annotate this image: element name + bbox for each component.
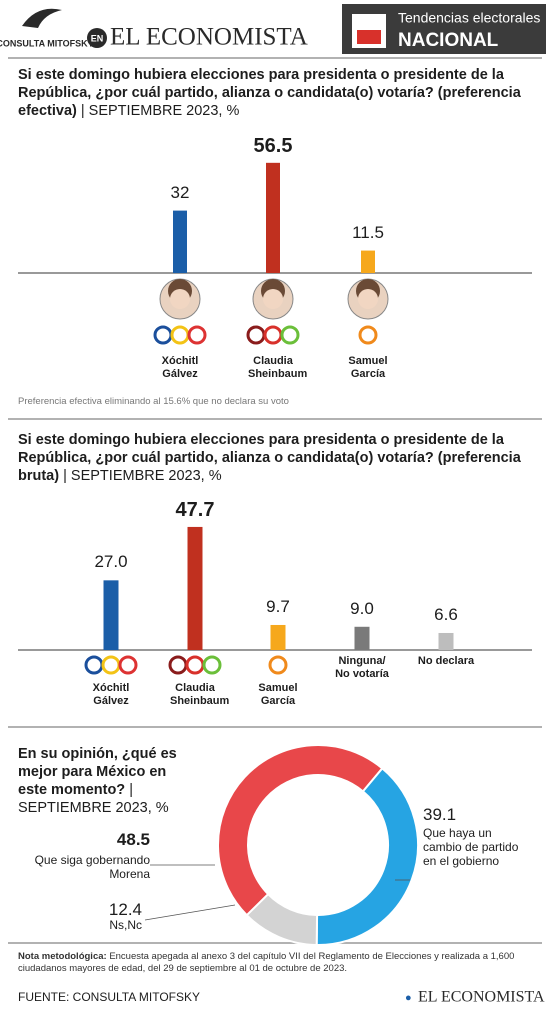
party-logo (268, 655, 288, 675)
party-logo (280, 325, 300, 345)
bar (266, 162, 280, 273)
footer-brand: EL ECONOMISTA (418, 989, 545, 1006)
party-logo (153, 325, 173, 345)
category-label: Claudia Sheinbaum (248, 355, 308, 380)
donut-slice (245, 892, 319, 947)
mitofsky-icon (22, 8, 62, 28)
title-text: Si este domingo hubiera elecciones para … (18, 67, 521, 119)
donut-slice (315, 766, 419, 946)
category-label: Xóchitl Gálvez (161, 355, 199, 380)
category-label: Ninguna/ No votaría (335, 655, 389, 680)
note-text: Encuesta apegada al anexo 3 del capítulo… (18, 951, 515, 974)
chart-subtitle: | SEPTIEMBRE 2023, % (18, 782, 169, 816)
category-label: Ns,Nc (109, 918, 142, 932)
value-label: 47.7 (175, 498, 215, 521)
bar (438, 632, 454, 650)
candidate-face (358, 289, 378, 309)
value-label: 39.1 (423, 805, 457, 824)
chart-subtitle: | SEPTIEMBRE 2023, % (80, 103, 240, 119)
bar (354, 626, 370, 650)
section-label: Tendencias electorales (398, 10, 540, 26)
party-logo (170, 325, 190, 345)
party-logo (358, 325, 378, 345)
category-label: Que haya un cambio de partido en el gobi… (423, 826, 519, 868)
value-label: 12.4 (108, 900, 142, 919)
en-label: EN (91, 33, 104, 43)
candidate-face (263, 289, 283, 309)
source-logo: CONSULTA MITOFSKY (0, 38, 94, 48)
chart-title: Si este domingo hubiera elecciones para … (18, 66, 538, 120)
value-label: 32 (170, 182, 190, 202)
party-logo (84, 655, 104, 675)
party-logo (246, 325, 266, 345)
party-logo (118, 655, 138, 675)
bar (361, 250, 375, 273)
brand: EL ECONOMISTA (110, 24, 308, 51)
party-logo (202, 655, 222, 675)
party-logo (168, 655, 188, 675)
en-badge (87, 28, 107, 48)
category-label: Claudia Sheinbaum (170, 682, 230, 707)
party-logo (185, 655, 205, 675)
category-label: Xóchitl Gálvez (92, 682, 130, 707)
candidate-face (170, 289, 190, 309)
party-logo (101, 655, 121, 675)
category-label: Que siga gobernando Morena (34, 853, 150, 881)
title-text: En su opinión, ¿qué es mejor para México… (18, 746, 177, 798)
value-label: 6.6 (434, 604, 458, 624)
chart-subtitle: | SEPTIEMBRE 2023, % (63, 468, 222, 484)
value-label: 27.0 (94, 552, 128, 572)
method-note: Nota metodológica: Encuesta apegada al a… (18, 951, 534, 975)
chart-note: Preferencia efectiva eliminando al 15.6%… (18, 396, 289, 407)
section-icon (357, 30, 381, 44)
footer-source: FUENTE: CONSULTA MITOFSKY (18, 990, 200, 1004)
value-label: 48.5 (116, 830, 150, 849)
bar (173, 210, 187, 273)
category-label: Samuel García (348, 355, 388, 380)
bar (187, 526, 203, 650)
value-label: 11.5 (352, 222, 384, 242)
title-text: Si este domingo hubiera elecciones para … (18, 432, 521, 484)
footer-icon: ● (405, 992, 412, 1004)
value-label: 9.0 (350, 598, 374, 618)
party-logo (263, 325, 283, 345)
category-label: No declara (417, 655, 475, 667)
bar (270, 624, 286, 650)
value-label: 56.5 (253, 134, 293, 157)
chart-title: Si este domingo hubiera elecciones para … (18, 431, 538, 485)
party-logo (187, 325, 207, 345)
note-label: Nota metodológica: (18, 951, 107, 962)
bar (103, 580, 119, 650)
leader-line (144, 904, 236, 921)
category-label: Samuel García (258, 682, 298, 707)
value-label: 9.7 (266, 596, 290, 616)
chart-title: En su opinión, ¿qué es mejor para México… (18, 745, 183, 817)
scope-label: NACIONAL (398, 30, 499, 51)
donut-slice (217, 744, 384, 917)
